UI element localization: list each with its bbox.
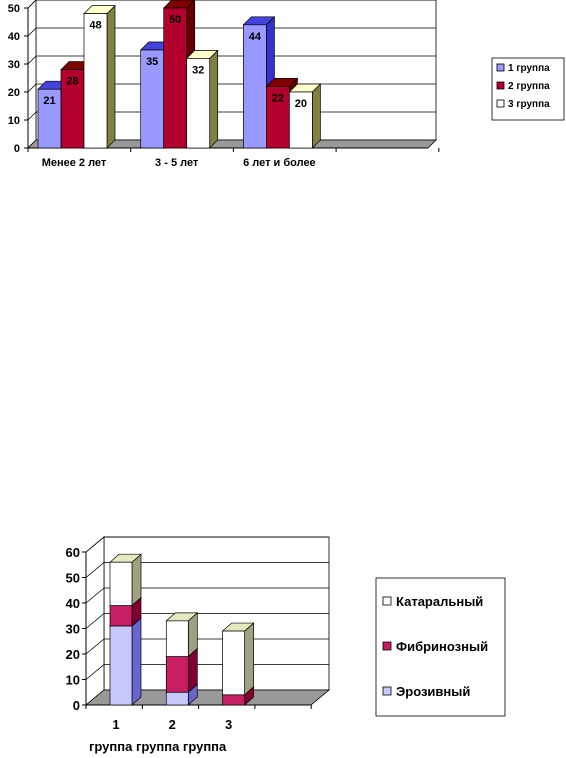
chart2-y-tick-label: 30 [66,622,80,637]
chart1-legend-label: 1 группа [508,63,550,74]
chart1-left-wall [27,0,37,149]
chart2-legend-swatch [382,596,392,606]
chart1-legend-swatch [496,81,505,90]
chart1-grid-diag [27,111,37,121]
chart2-x-tick-label: 2 [169,717,176,732]
chart2-y-tick-label: 10 [66,673,80,688]
chart1-data-label: 21 [43,95,55,107]
chart1-data-label: 48 [89,20,101,32]
chart2-bar-1-2 [109,605,133,627]
chart1-y-tick-label: 20 [8,87,20,99]
chart1-bar-1-3 [83,13,108,149]
chart2-grid-diag [85,587,105,604]
chart1-data-label: 35 [146,56,158,68]
age-group-bar-chart: 0 10 20 30 40 50 21 28 48 Менее 2 лет 35 50 32 3 - 5 … [8,0,565,169]
chart2-bar-2-2 [165,656,189,693]
chart2-grid-diag [85,638,105,655]
chart1-grid-diag [27,0,37,9]
chart1-y-tick-label: 0 [14,143,20,155]
chart2-bar-1-3 [109,561,133,606]
chart1-bar-2-3-side [209,49,219,149]
chart2-bar-1-3-side [131,553,142,607]
chart1-bar-3-3 [289,91,313,149]
chart1-bar-2-3 [186,58,211,149]
chart2-legend-label: Фибринозный [396,639,488,654]
chart2-bar-1-1-side [131,617,142,706]
chart2-y-tick-label: 0 [73,698,80,713]
chart1-x-tick-label: 3 - 5 лет [155,157,199,169]
chart1-legend-label: 2 группа [508,81,550,92]
chart2-x-tick-label: 1 [112,717,119,732]
chart2-bar-2-1 [165,691,189,706]
chart1-legend-label: 3 группа [508,99,550,110]
chart2-legend-label: Эрозивный [396,684,470,699]
chart2-y-tick-label: 20 [66,647,80,662]
chart1-data-label: 22 [272,92,284,104]
chart2-legend-label: Катаральный [396,594,483,609]
chart2-y-tick-label: 50 [66,571,80,586]
chart1-grid-diag [27,55,37,65]
chart1-data-label: 50 [169,14,181,26]
chart1-legend-swatch [496,63,505,72]
chart1-y-tick-label: 40 [8,31,20,43]
chart2-bar-3-2 [222,694,245,706]
chart1-bar-1-3-side [106,4,116,149]
stacked-form-bar-chart: 0 10 20 30 40 50 60 1 2 3 группа группа группа Ката… [66,536,506,754]
chart2-category-caption: группа группа группа [89,739,227,754]
chart2-grid-diag [85,536,105,553]
chart1-bar-2-2 [163,7,188,149]
chart2-bar-3-3 [222,630,245,696]
chart1-grid-diag [27,83,37,93]
chart2-bar-1-1 [109,625,133,706]
chart2-grid-diag [85,664,105,680]
chart1-data-label: 44 [249,31,262,43]
chart2-grid-diag [85,613,105,629]
chart1-x-tick-label: 6 лет и более [243,157,316,169]
chart1-data-label: 32 [192,64,204,76]
chart1-y-tick-label: 10 [8,115,20,127]
chart1-grid-diag [27,27,37,37]
chart1-data-label: 20 [295,98,307,110]
chart2-x-tick-label: 3 [225,717,232,732]
chart1-x-tick-label: Менее 2 лет [42,157,107,169]
chart1-y-tick-label: 50 [8,3,20,15]
chart1-legend-swatch [496,99,505,108]
chart2-y-tick-label: 60 [66,545,80,560]
chart2-legend-swatch [382,641,392,651]
chart1-bar-3-1 [243,24,267,149]
chart2-y-tick-label: 40 [66,596,80,611]
chart2-bar-2-3 [165,620,189,657]
chart1-data-label: 28 [66,76,78,88]
chart2-bar-3-3-side [244,622,254,696]
chart1-y-tick-label: 30 [8,59,20,71]
chart1-bar-3-3-side [312,83,321,149]
chart2-grid-diag [85,562,105,578]
chart2-legend-swatch [382,686,392,696]
chart2-legend [375,577,506,717]
